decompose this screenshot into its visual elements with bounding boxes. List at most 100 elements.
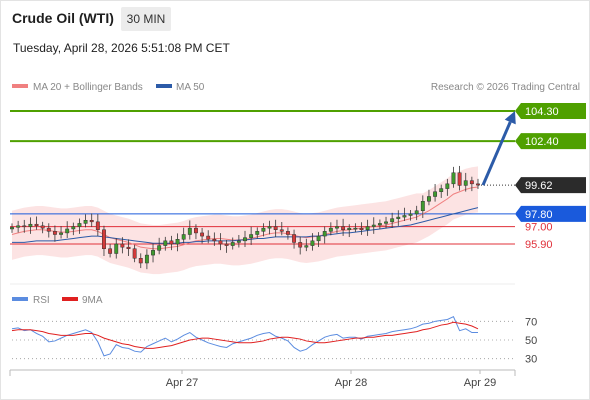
candle-body xyxy=(335,226,339,229)
candle-body xyxy=(169,240,174,245)
candle-body xyxy=(200,232,205,237)
candle-body xyxy=(157,245,162,251)
candle-body xyxy=(144,254,149,264)
rsi-tick-70: 70 xyxy=(525,316,537,328)
ma20-legend-label: MA 20 + Bollinger Bands xyxy=(33,82,143,93)
candle-body xyxy=(89,220,94,223)
candle-body xyxy=(261,227,266,232)
candle-body xyxy=(341,226,346,230)
candle-body xyxy=(298,242,303,248)
timeframe-badge[interactable]: 30 MIN xyxy=(121,7,171,31)
candle-body xyxy=(408,213,413,216)
candle-body xyxy=(310,240,315,246)
candle-body xyxy=(347,227,352,231)
candle-body xyxy=(151,250,155,256)
candle-body xyxy=(22,225,27,228)
candle-body xyxy=(34,223,39,227)
candle-body xyxy=(181,234,186,240)
candle-body xyxy=(102,229,106,249)
candle-body xyxy=(433,191,438,197)
x-tick-label: Apr 27 xyxy=(166,377,198,389)
candle-body xyxy=(427,196,431,202)
instrument-title: Crude Oil (WTI) xyxy=(12,10,114,26)
level-label-95.90: 95.90 xyxy=(525,239,553,251)
level-label-104.30-tag xyxy=(515,103,586,119)
candle-body xyxy=(365,226,370,230)
candle-body xyxy=(445,183,450,189)
candle-body xyxy=(396,216,401,219)
rsi-ma-legend-label: 9MA xyxy=(82,295,103,306)
level-label-97.80-tag xyxy=(515,205,586,222)
candle-body xyxy=(16,225,21,228)
candle-body xyxy=(463,180,468,186)
rsi-tick-30: 30 xyxy=(525,354,537,366)
candle-body xyxy=(243,237,247,242)
candle-body xyxy=(120,243,125,248)
candle-body xyxy=(285,231,290,235)
candle-body xyxy=(402,215,407,218)
projection-arrow-shaft xyxy=(481,121,512,186)
candle-body xyxy=(420,201,425,211)
candle-body xyxy=(206,235,211,240)
candle-body xyxy=(328,227,333,232)
candle-body xyxy=(304,245,309,248)
candle-body xyxy=(249,234,254,238)
candle-body xyxy=(108,248,113,254)
candle-body xyxy=(71,226,76,230)
candle-body xyxy=(40,225,45,229)
level-label-102.40-tag xyxy=(515,133,586,150)
candle-body xyxy=(384,221,388,224)
candle-body xyxy=(236,240,241,243)
candle-body xyxy=(322,231,327,237)
candle-body xyxy=(267,226,272,229)
candle-body xyxy=(132,248,137,259)
candle-body xyxy=(371,224,376,227)
candle-body xyxy=(65,228,70,234)
rsi-series-rsi xyxy=(11,316,478,357)
candle-body xyxy=(224,243,229,246)
candle-body xyxy=(390,218,395,223)
candle-body xyxy=(316,235,321,242)
candle-body xyxy=(377,223,382,226)
candle-body xyxy=(59,232,63,235)
rsi-tick-50: 50 xyxy=(525,335,537,347)
rsi-series-9ma xyxy=(11,321,479,349)
candle-body xyxy=(138,258,143,264)
timestamp: Tuesday, April 28, 2026 5:51:08 PM CET xyxy=(13,41,230,55)
level-label-97.80: 97.80 xyxy=(525,209,553,221)
last-price-label-tag xyxy=(515,177,586,194)
candle-body xyxy=(457,172,462,186)
candle-body xyxy=(218,240,223,245)
ma20-legend-swatch xyxy=(12,84,28,88)
candle-body xyxy=(255,231,260,235)
rsi-legend-label: RSI xyxy=(33,295,50,306)
candle-body xyxy=(273,226,278,230)
candle-body xyxy=(46,227,51,232)
ma50-legend-label: MA 50 xyxy=(176,82,205,93)
candle-body xyxy=(114,243,119,254)
candle-body xyxy=(451,172,456,185)
candle-body xyxy=(414,210,419,215)
candle-body xyxy=(194,227,198,234)
x-tick-label: Apr 29 xyxy=(464,377,496,389)
level-label-104.30: 104.30 xyxy=(525,106,559,118)
candle-body xyxy=(28,223,33,227)
candle-body xyxy=(10,227,14,230)
candle-body xyxy=(230,242,235,246)
projection-arrow-head xyxy=(504,111,516,125)
candle-body xyxy=(292,234,296,243)
candle-body xyxy=(175,239,180,245)
x-tick-label: Apr 28 xyxy=(335,377,367,389)
candle-body xyxy=(126,246,131,250)
rsi-legend-swatch xyxy=(12,297,28,301)
candle-body xyxy=(469,180,474,185)
level-label-97.00: 97.00 xyxy=(525,222,553,234)
candle-body xyxy=(279,229,284,232)
candle-body xyxy=(163,240,168,246)
candle-body xyxy=(52,231,57,235)
candle-body xyxy=(359,227,364,231)
bollinger-band xyxy=(12,166,478,275)
level-label-102.40: 102.40 xyxy=(525,136,559,148)
candle-body xyxy=(439,188,444,192)
